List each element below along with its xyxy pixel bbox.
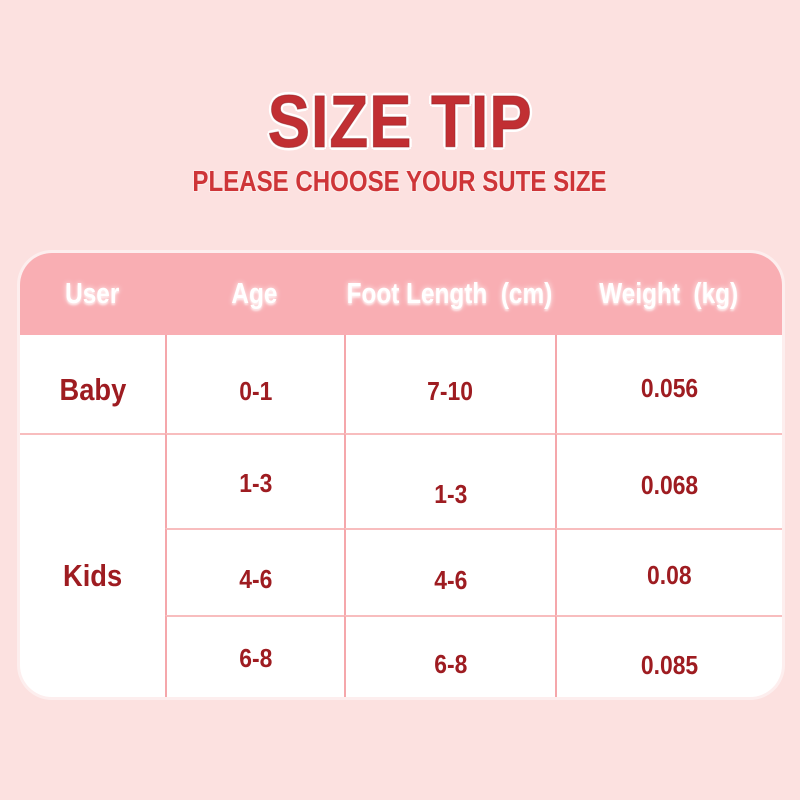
cell-baby-foot-length: 7-10 <box>344 335 555 433</box>
cell-kids2-foot-length: 4-6 <box>344 528 555 615</box>
column-header-weight: Weight (kg) <box>555 253 782 335</box>
page-subtitle: PLEASE CHOOSE YOUR SUTE SIZE <box>0 165 800 200</box>
cell-kids1-weight: 0.068 <box>555 433 782 528</box>
cell-kids-user: Kids <box>20 433 165 697</box>
page-title: SIZE TIP <box>0 80 800 163</box>
column-header-user: User <box>20 253 165 335</box>
cell-kids3-weight: 0.085 <box>555 615 782 697</box>
page-title-text: SIZE TIP <box>267 80 533 163</box>
cell-kids3-age: 6-8 <box>165 615 344 697</box>
cell-baby-age: 0-1 <box>165 335 344 433</box>
cell-kids2-weight: 0.08 <box>555 528 782 615</box>
page-subtitle-text: PLEASE CHOOSE YOUR SUTE SIZE <box>192 166 608 198</box>
cell-baby-user: Baby <box>59 372 126 407</box>
cell-baby-weight: 0.056 <box>555 335 782 433</box>
column-header-age: Age <box>165 253 344 335</box>
size-table: User Age Foot Length (cm) Weight (kg) Ba… <box>20 253 782 697</box>
cell-kids1-age: 1-3 <box>165 433 344 528</box>
cell-kids3-foot-length: 6-8 <box>344 615 555 697</box>
column-header-foot-length: Foot Length (cm) <box>344 253 555 335</box>
cell-kids2-age: 4-6 <box>165 528 344 615</box>
cell-kids1-foot-length: 1-3 <box>344 433 555 528</box>
